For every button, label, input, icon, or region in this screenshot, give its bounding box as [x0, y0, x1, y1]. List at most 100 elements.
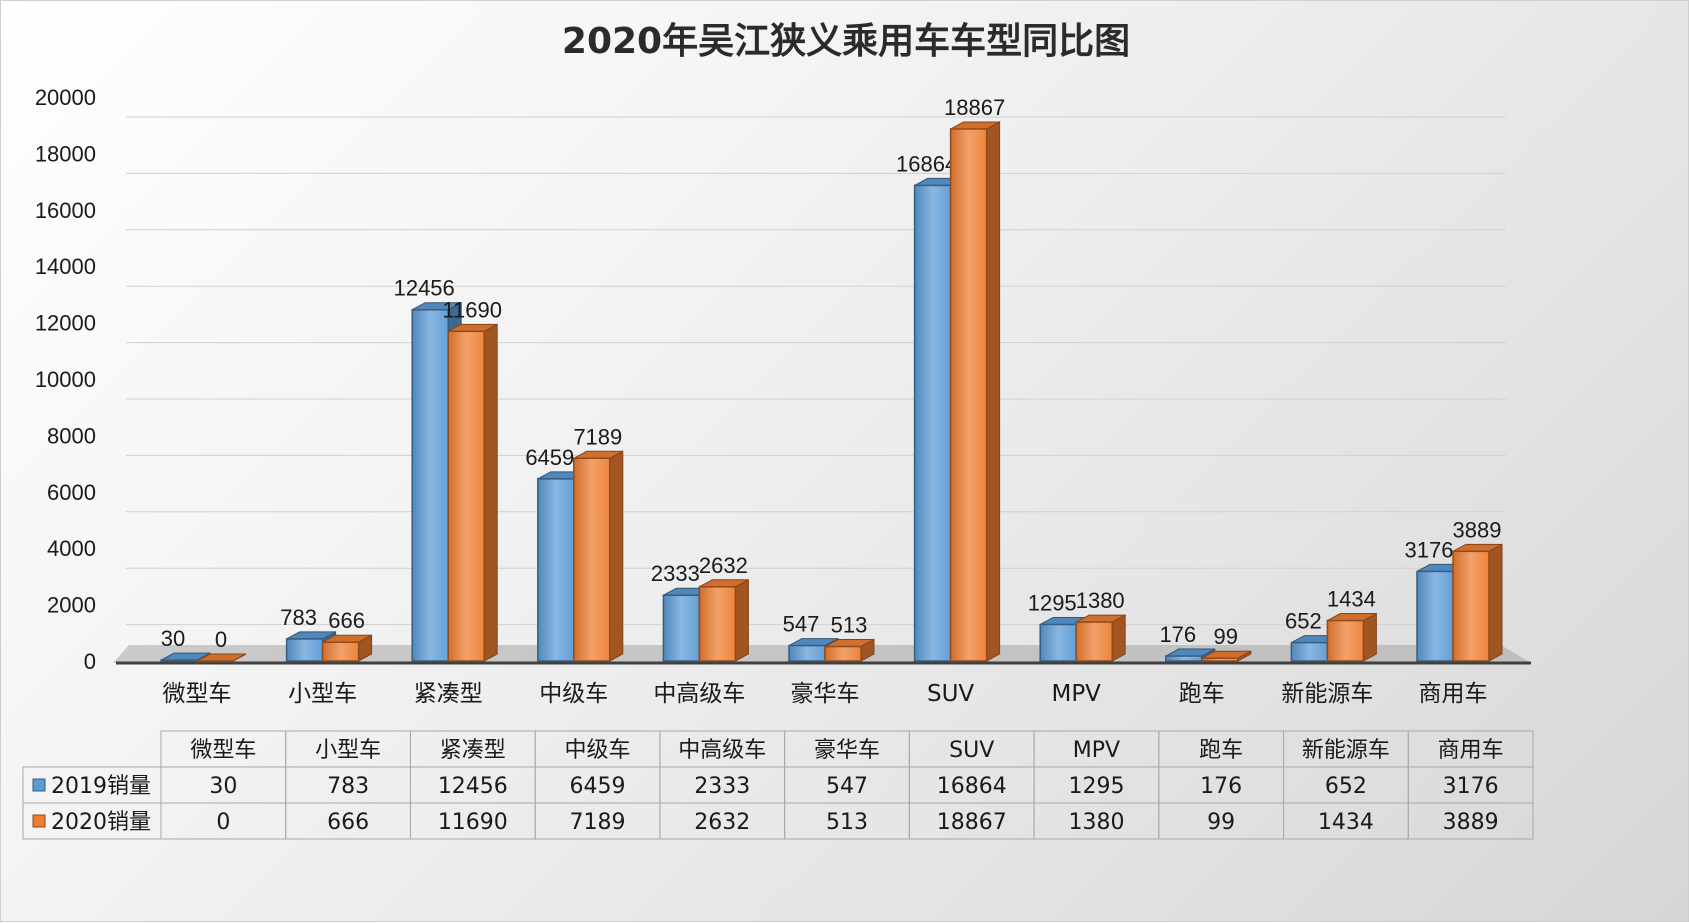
table-header-cell: 紧凑型	[440, 738, 506, 763]
bar-front	[196, 660, 234, 663]
bar-group	[573, 450, 624, 662]
bar-group	[1201, 650, 1252, 662]
table-value-cell: 2333	[694, 774, 750, 799]
data-label: 176	[1159, 622, 1196, 647]
y-tick-label: 10000	[35, 367, 96, 392]
table-header-cell: MPV	[1073, 738, 1120, 763]
bar-group	[698, 578, 749, 662]
data-label: 513	[831, 613, 868, 638]
table-value-cell: 1380	[1068, 810, 1124, 835]
data-label: 666	[328, 608, 365, 633]
x-tick-label: 小型车	[288, 681, 357, 707]
x-tick-label: 中高级车	[653, 681, 745, 707]
x-tick-label: 跑车	[1179, 681, 1225, 707]
y-tick-label: 14000	[35, 254, 96, 279]
y-tick-label: 6000	[47, 480, 96, 505]
data-label: 1434	[1327, 587, 1376, 612]
bar-front	[1416, 570, 1454, 662]
bar-front	[949, 128, 988, 662]
bar-front	[788, 644, 826, 662]
table-header-cell: 中级车	[565, 738, 631, 763]
table-header-cell: 跑车	[1199, 738, 1243, 763]
data-label: 30	[161, 626, 185, 651]
data-label: 2632	[699, 553, 748, 578]
data-label: 547	[783, 612, 820, 637]
table-value-cell: 12456	[438, 774, 508, 799]
table-value-cell: 666	[327, 810, 369, 835]
legend-key	[32, 778, 46, 792]
y-tick-label: 0	[84, 649, 96, 674]
x-tick-label: 微型车	[163, 681, 232, 707]
bar-side	[609, 450, 624, 662]
bar-front	[1290, 641, 1329, 662]
y-tick-label: 16000	[35, 198, 96, 223]
x-tick-label: SUV	[927, 681, 974, 707]
data-label: 783	[280, 605, 317, 630]
table-value-cell: 11690	[438, 810, 508, 835]
data-label: 652	[1285, 609, 1322, 634]
bar-side	[986, 121, 1001, 662]
bar-group	[1075, 614, 1126, 662]
table-value-cell: 547	[826, 774, 868, 799]
y-tick-label: 8000	[47, 423, 96, 448]
table-value-cell: 513	[826, 810, 868, 835]
bar-front	[698, 586, 737, 662]
table-value-cell: 176	[1200, 774, 1242, 799]
table-value-cell: 3889	[1443, 810, 1499, 835]
table-header-cell: 商用车	[1438, 738, 1504, 763]
bar-side	[1362, 612, 1377, 662]
table-value-cell: 0	[216, 810, 230, 835]
table-value-cell: 6459	[570, 774, 626, 799]
data-label: 3889	[1453, 517, 1502, 542]
table-value-cell: 99	[1207, 810, 1235, 835]
data-label: 16864	[896, 151, 957, 176]
table-header-cell: 新能源车	[1302, 738, 1390, 763]
bar-front	[1039, 623, 1077, 662]
table-value-cell: 3176	[1443, 774, 1499, 799]
data-label: 18867	[944, 95, 1005, 120]
x-tick-label: 商用车	[1419, 681, 1488, 707]
data-label: 2333	[651, 561, 700, 586]
x-tick-label: 豪华车	[791, 681, 860, 707]
data-label: 11690	[442, 297, 502, 322]
table-value-cell: 783	[327, 774, 369, 799]
bar-side	[734, 578, 749, 662]
x-tick-label: 紧凑型	[414, 681, 483, 707]
data-label: 0	[215, 627, 227, 652]
bar-side	[1111, 614, 1126, 662]
legend-key	[32, 814, 46, 828]
bar-front	[824, 645, 862, 662]
y-tick-label: 20000	[35, 85, 96, 110]
table-header-cell: 微型车	[190, 738, 256, 763]
legend-series-name: 2019销量	[51, 774, 151, 799]
bar-side	[1488, 543, 1503, 662]
bar-group	[824, 638, 875, 662]
data-label: 7189	[573, 424, 622, 449]
bar-group	[321, 634, 373, 662]
bar-front	[1201, 657, 1239, 662]
bar-group	[949, 121, 1001, 662]
bar-group	[447, 323, 498, 662]
bar-front	[1326, 619, 1365, 662]
table-cell	[1407, 802, 1534, 840]
table-value-cell: 30	[209, 774, 237, 799]
bar-front	[913, 184, 952, 662]
bar-front	[573, 457, 611, 662]
bar-front	[321, 641, 360, 662]
data-label: 1380	[1076, 588, 1125, 613]
bar-front	[1075, 621, 1113, 662]
bar-group	[1326, 612, 1377, 662]
data-table: 微型车 小型车 紧凑型 中级车 中高级车 豪华车 SUV MPV 跑车 新能源车 商用车 2019销量…	[22, 730, 1534, 840]
bar-front	[411, 308, 449, 662]
bar-group	[1452, 543, 1503, 662]
table-header-cell: 小型车	[315, 738, 381, 763]
bar-front	[447, 330, 485, 662]
table-value-cell: 18867	[937, 810, 1007, 835]
table-value-cell: 16864	[937, 774, 1007, 799]
x-tick-label: 中级车	[539, 681, 608, 707]
bar-front	[662, 594, 701, 662]
table-header-cell: 豪华车	[814, 738, 880, 763]
bar-side	[483, 323, 498, 662]
